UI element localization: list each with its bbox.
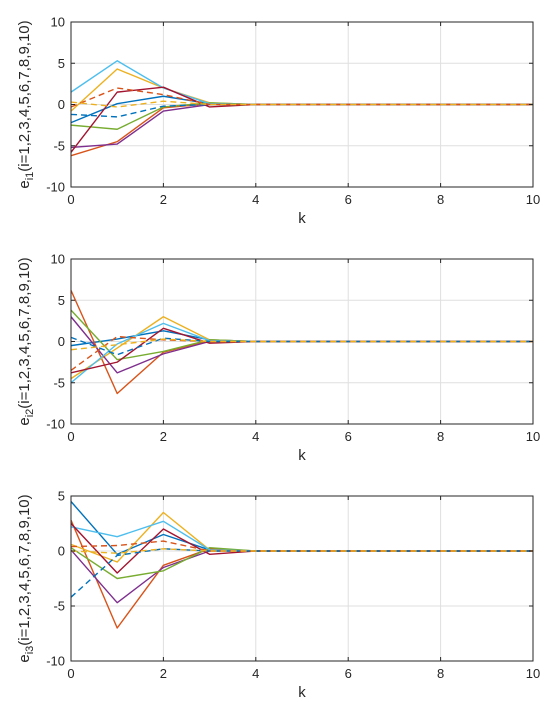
y-axis-label: ei3(i=1,2,3,4,5,6,7,8,9,10) [16,494,36,662]
y-axis-label-subscript: i1 [24,172,36,181]
y-tick-label: -10 [46,654,65,669]
x-tick-label: 10 [526,666,540,681]
y-axis-label-subscript: i3 [24,646,36,655]
y-tick-label: 10 [51,252,65,267]
x-tick-label: 0 [67,429,74,444]
x-tick-label: 0 [67,666,74,681]
x-tick-label: 4 [252,429,259,444]
x-tick-label: 8 [437,429,444,444]
y-axis-label-rest: (i=1,2,3,4,5,6,7,8,9,10) [16,20,33,171]
y-tick-label: 0 [58,334,65,349]
y-axis-label-rest: (i=1,2,3,4,5,6,7,8,9,10) [16,494,33,645]
subplot-2: 0 2 4 6 8 10 -10 -5 0 5 10 k ei2(i=1,2,3,4,5,6,7,8,9… [16,252,540,465]
y-tick-label: 0 [58,544,65,559]
subplot-1: 0 2 4 6 8 10 -10 -5 0 5 10 k ei1(i=1,2,3,4,5,6,7,8,9… [16,15,540,228]
x-tick-label: 6 [345,192,352,207]
x-tick-label: 4 [252,666,259,681]
y-axis-label: ei2(i=1,2,3,4,5,6,7,8,9,10) [16,257,36,425]
y-axis-label-main: e [16,417,33,425]
x-axis-label: k [298,684,306,701]
y-tick-label: 5 [58,293,65,308]
y-axis-label: ei1(i=1,2,3,4,5,6,7,8,9,10) [16,20,36,188]
axes-box [70,495,534,662]
y-tick-label: 0 [58,97,65,112]
y-axis-label-subscript: i2 [24,409,36,418]
y-tick-label: 10 [51,15,65,30]
plot-area [71,496,533,661]
y-axis-label-main: e [16,180,33,188]
y-axis-label-main: e [16,654,33,662]
x-tick-label: 0 [67,192,74,207]
x-tick-label: 6 [345,666,352,681]
x-tick-label: 2 [160,666,167,681]
x-tick-label: 2 [160,192,167,207]
y-tick-label: 5 [58,489,65,504]
y-tick-label: -10 [46,417,65,432]
y-tick-label: -5 [53,375,65,390]
series-line-10 [70,100,533,108]
series-line-10 [70,338,533,351]
y-axis-label-rest: (i=1,2,3,4,5,6,7,8,9,10) [16,257,33,408]
x-tick-label: 4 [252,192,259,207]
y-tick-label: -10 [46,180,65,195]
y-tick-label: 5 [58,56,65,71]
y-tick-label: -5 [53,599,65,614]
y-tick-label: -5 [53,138,65,153]
x-axis-label: k [298,447,306,464]
series-line-10 [70,548,533,554]
x-tick-label: 2 [160,429,167,444]
x-axis-label: k [298,210,306,227]
x-tick-label: 8 [437,666,444,681]
x-tick-label: 10 [526,429,540,444]
x-tick-label: 6 [345,429,352,444]
x-tick-label: 8 [437,192,444,207]
x-tick-label: 10 [526,192,540,207]
subplot-3: 0 2 4 6 8 10 -10 -5 0 5 k ei3(i=1,2,3,4,5,6,7,8,9,1… [16,489,540,702]
